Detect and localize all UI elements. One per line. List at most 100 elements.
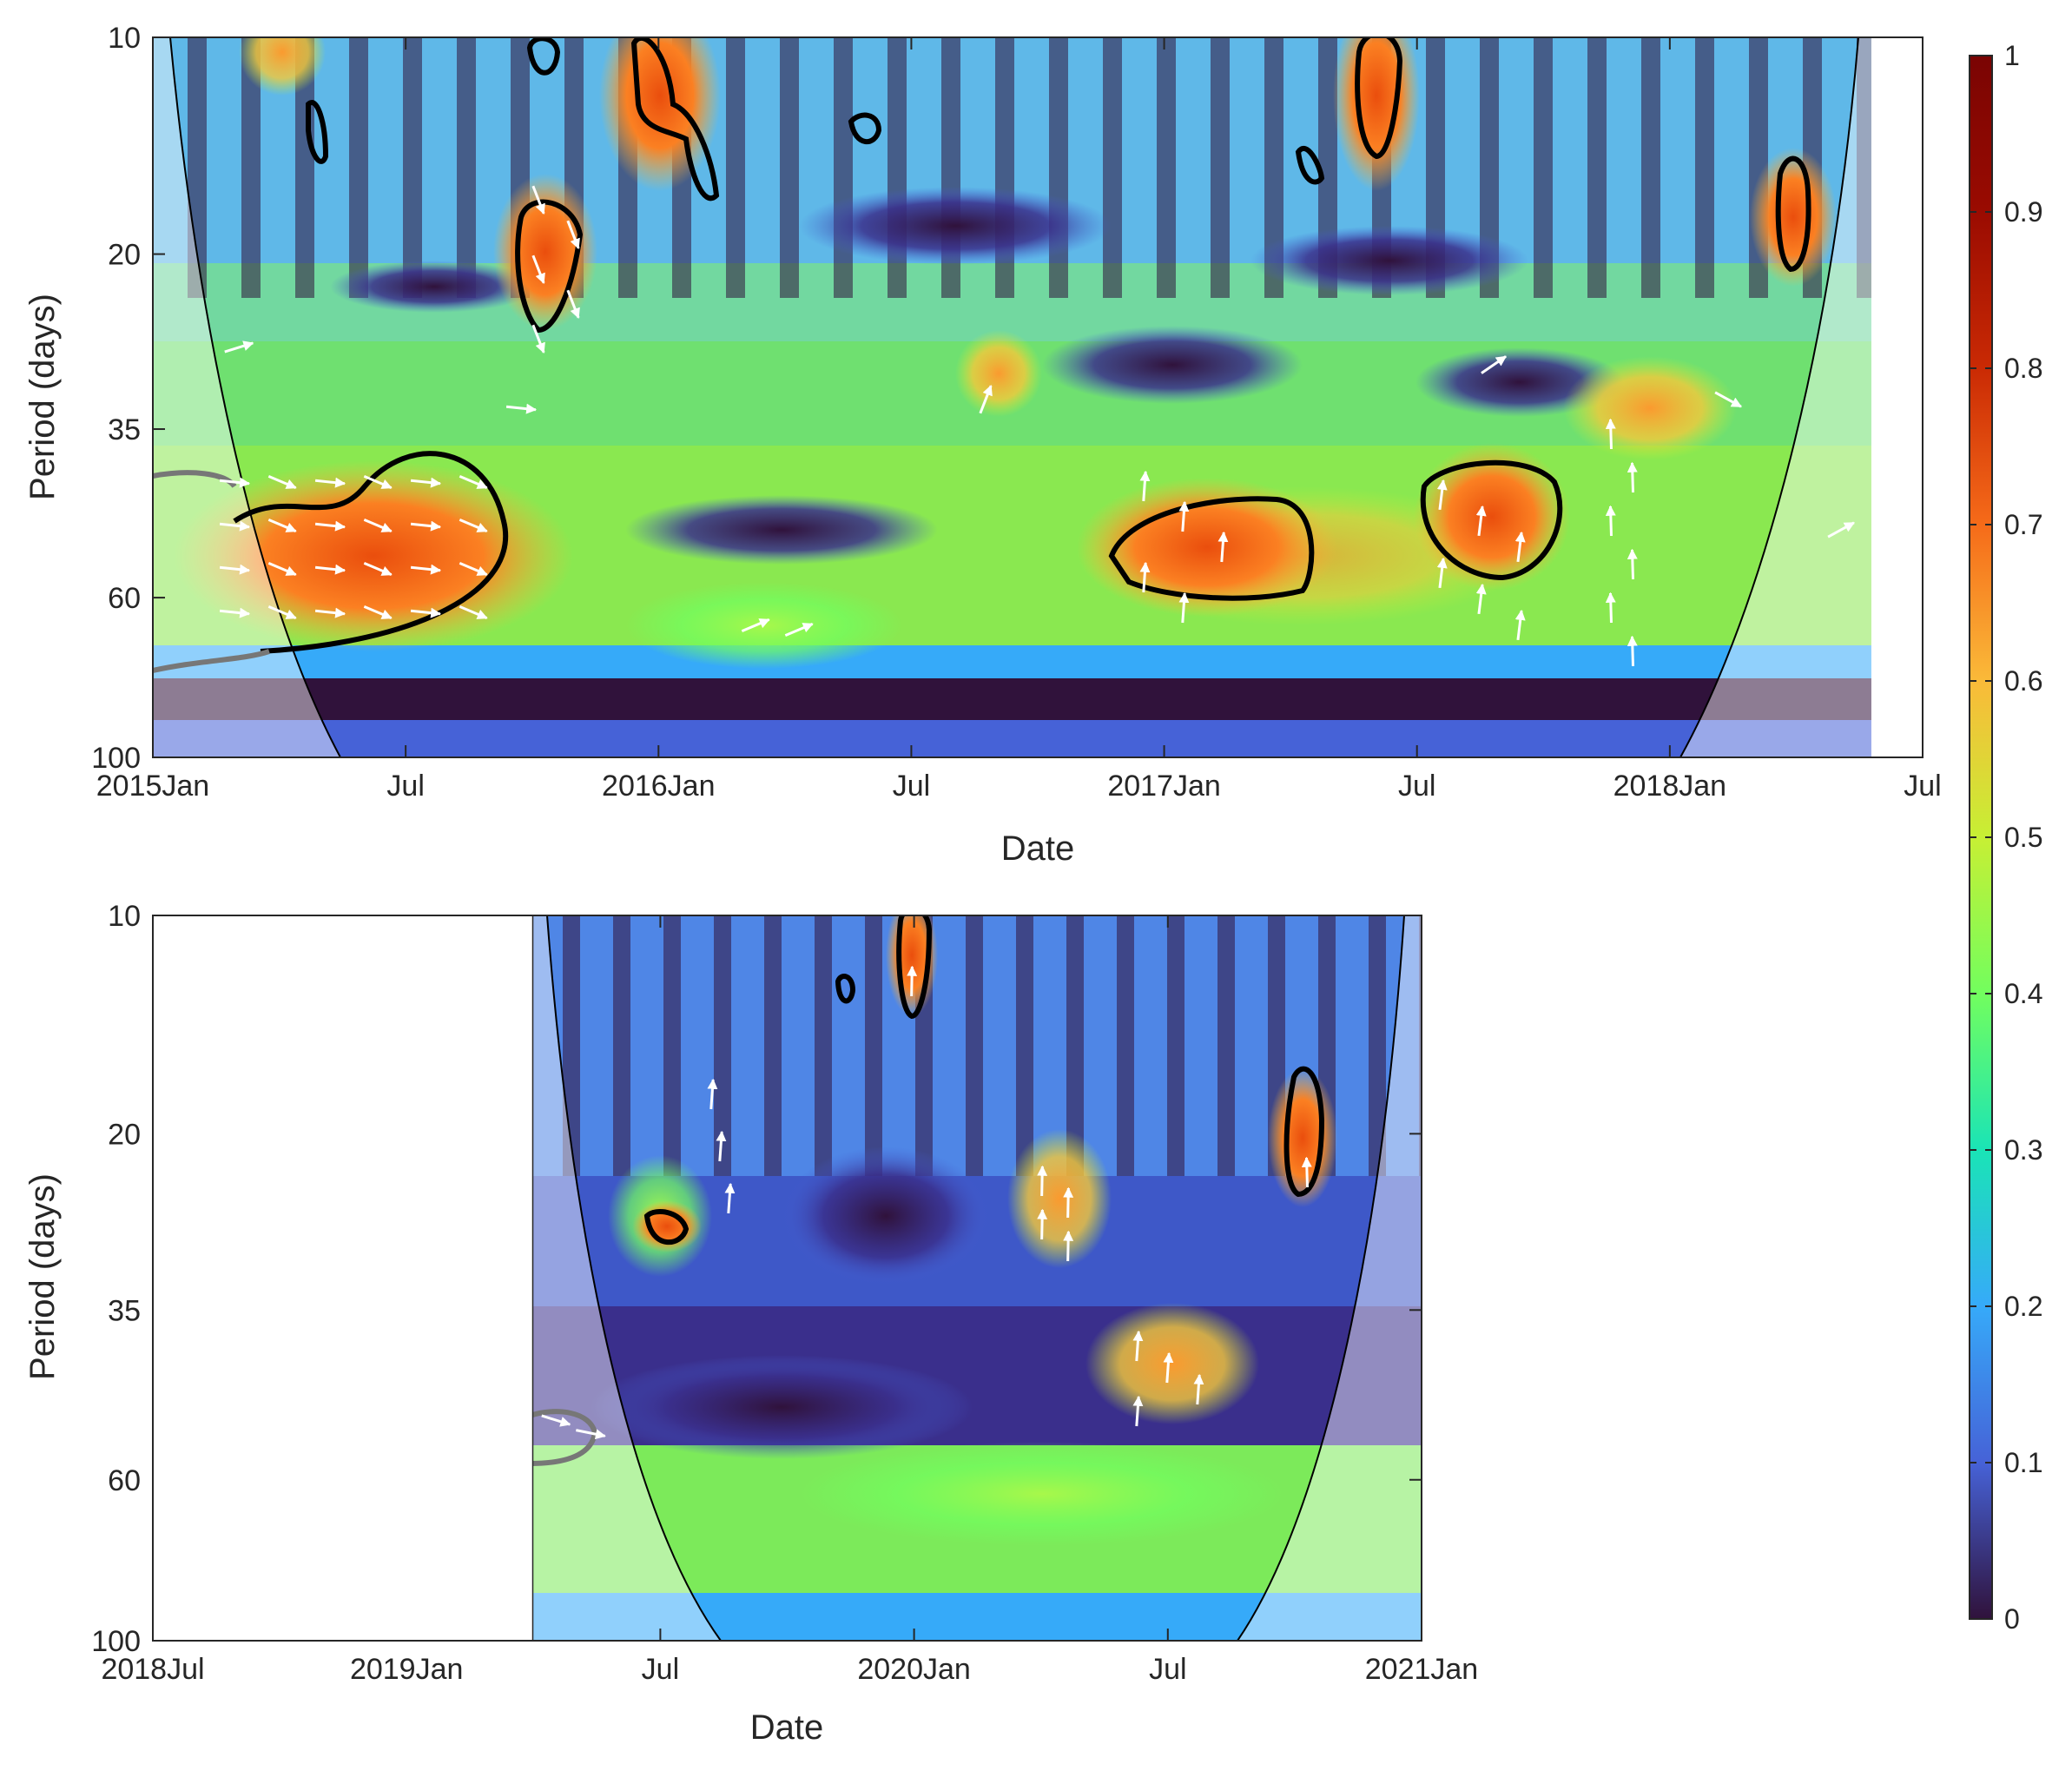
phase-arrow xyxy=(576,1429,606,1440)
panel-1-frame xyxy=(152,36,1924,758)
x-tick-label: 2018Jul xyxy=(101,1653,204,1686)
y-tick-label: 60 xyxy=(108,1464,141,1497)
x-tick-label: 2019Jan xyxy=(350,1653,463,1686)
hot-region xyxy=(1077,478,1337,617)
panel-2-xlabel: Date xyxy=(750,1708,824,1747)
colorbar-tick-label: 0.4 xyxy=(2004,978,2042,1009)
panel-2-phase-arrows xyxy=(541,965,1312,1440)
hot-region xyxy=(1333,37,1420,191)
panel-2-no-data xyxy=(154,916,533,1640)
phase-arrow xyxy=(1605,591,1616,624)
hot-region xyxy=(1268,1068,1337,1207)
cone-of-influence-left xyxy=(153,37,340,757)
phase-arrow xyxy=(1163,1351,1174,1384)
coi-line-right xyxy=(1237,915,1405,1641)
phase-arrow xyxy=(1481,355,1508,374)
colorbar-tick-label: 0.1 xyxy=(2004,1447,2042,1478)
colorbar-tick-label: 0 xyxy=(2004,1603,2020,1635)
phase-arrow xyxy=(707,1078,718,1110)
contour xyxy=(1283,1066,1325,1198)
phase-arrow xyxy=(505,403,538,414)
colorbar-tick-label: 0.2 xyxy=(2004,1291,2042,1322)
contour xyxy=(1420,459,1563,581)
green-patch xyxy=(799,1442,1285,1546)
y-tick-label: 100 xyxy=(91,1625,141,1658)
phase-arrow xyxy=(716,1130,727,1162)
panel-1-ylabel: Period (days) xyxy=(23,294,62,500)
phase-arrow xyxy=(1605,505,1616,537)
colorbar: 0 0.1 0.2 0.3 0.4 0.5 0.6 0.7 0.8 0.9 1 xyxy=(1969,40,2042,1635)
phase-arrow xyxy=(1475,583,1487,615)
contour xyxy=(896,915,933,1020)
phase-arrow xyxy=(219,477,251,488)
colorbar-tick-label: 0.5 xyxy=(2004,822,2042,853)
phase-arrow xyxy=(1139,470,1151,502)
phase-arrow xyxy=(1514,609,1526,641)
phase-arrow xyxy=(1132,1330,1144,1362)
phase-arrow xyxy=(459,561,488,577)
hot-region xyxy=(1414,443,1570,591)
phase-arrow xyxy=(363,561,393,577)
x-tick-label: 2017Jan xyxy=(1107,770,1220,803)
contour xyxy=(306,100,329,164)
band-vlong-dark xyxy=(153,678,1873,720)
phase-arrow xyxy=(314,564,346,575)
coi-line-left xyxy=(546,915,722,1641)
chart-panel-1: 2015Jan Jul 2016Jan Jul 2017Jan Jul 2018Jan Jul… xyxy=(23,22,1942,868)
phase-arrow xyxy=(267,518,297,533)
phase-arrow xyxy=(224,340,254,353)
contour xyxy=(848,112,882,145)
colorbar-tick-label: 0.9 xyxy=(2004,196,2042,228)
phase-arrow xyxy=(459,605,488,620)
phase-arrow xyxy=(1139,561,1151,593)
y-tick-label: 20 xyxy=(108,1118,141,1151)
phase-arrow xyxy=(1475,505,1487,537)
phase-arrow xyxy=(1037,1208,1048,1240)
colorbar-ticks: 0 0.1 0.2 0.3 0.4 0.5 0.6 0.7 0.8 0.9 1 xyxy=(1970,40,2042,1635)
x-tick-label: Jul xyxy=(1149,1653,1186,1686)
cone-of-influence-left xyxy=(530,915,721,1641)
panel-1-no-data xyxy=(1871,38,1922,757)
contour xyxy=(835,974,856,1004)
y-tick-label: 20 xyxy=(108,239,141,272)
cone-of-influence-right xyxy=(1237,915,1422,1641)
cold-patch xyxy=(625,495,938,565)
y-tick-label: 100 xyxy=(91,742,141,775)
phase-arrow xyxy=(459,518,488,533)
x-tick-label: Jul xyxy=(1904,770,1941,803)
x-tick-label: Jul xyxy=(1398,770,1435,803)
contour xyxy=(643,1209,690,1245)
band-bottom xyxy=(530,1593,1422,1641)
band-bottom xyxy=(153,720,1873,757)
colorbar-tick-label: 0.3 xyxy=(2004,1134,2042,1166)
phase-arrow xyxy=(363,605,393,620)
x-tick-label: 2015Jan xyxy=(96,770,209,803)
cold-patch xyxy=(1042,326,1303,404)
phase-arrow xyxy=(1132,1395,1144,1427)
phase-arrow xyxy=(314,520,346,532)
phase-arrow xyxy=(314,607,346,618)
panel-1-axes: 2015Jan Jul 2016Jan Jul 2017Jan Jul 2018Jan Jul… xyxy=(91,22,1941,803)
y-tick-label: 60 xyxy=(108,582,141,615)
phase-arrow xyxy=(724,1182,736,1214)
cone-of-influence-right xyxy=(1680,37,1873,757)
phase-arrow xyxy=(741,618,770,633)
phase-arrow xyxy=(784,622,814,638)
x-tick-label: 2018Jan xyxy=(1613,770,1726,803)
panel-1-xlabel: Date xyxy=(1001,829,1075,868)
warm-patch xyxy=(955,330,1042,417)
cold-patch xyxy=(799,187,1112,265)
phase-arrow xyxy=(219,564,251,575)
phase-arrow xyxy=(531,185,545,215)
phase-arrow xyxy=(1178,591,1190,624)
phase-arrow xyxy=(314,477,346,488)
contour xyxy=(526,37,561,76)
colorbar-tick-label: 0.6 xyxy=(2004,665,2042,697)
y-tick-label: 35 xyxy=(108,1294,141,1327)
colorbar-tick-label: 0.7 xyxy=(2004,509,2042,540)
phase-arrow xyxy=(1436,479,1448,511)
phase-arrow xyxy=(1037,1165,1048,1197)
y-tick-label: 10 xyxy=(108,900,141,933)
phase-arrow xyxy=(410,564,442,575)
y-tick-label: 35 xyxy=(108,413,141,446)
